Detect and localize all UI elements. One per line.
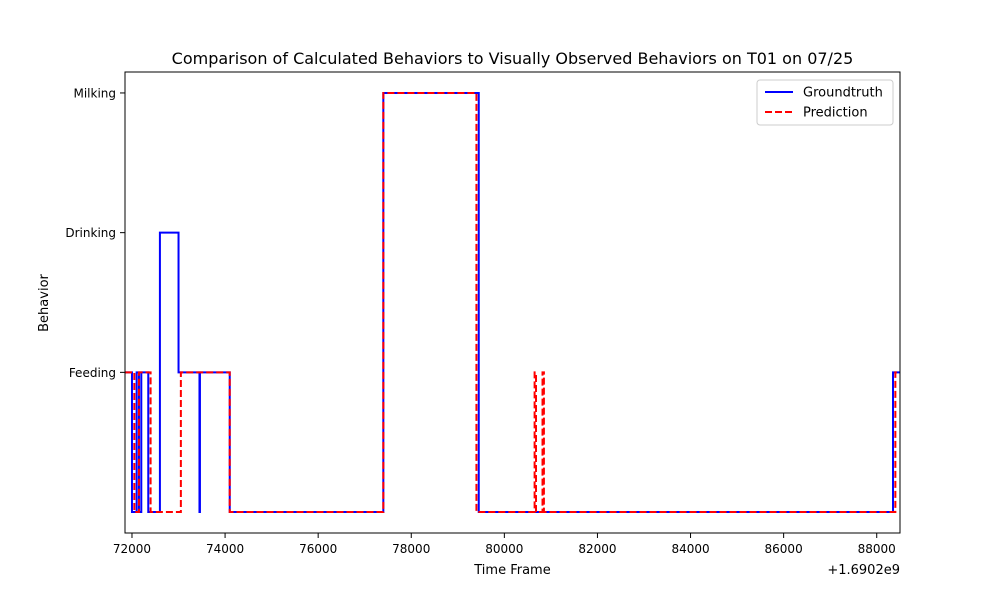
x-tick-label: 88000 (858, 542, 896, 556)
x-tick-label: 76000 (299, 542, 337, 556)
legend-label-groundtruth: Groundtruth (803, 86, 883, 101)
x-tick-label: 72000 (113, 542, 151, 556)
x-tick-label: 78000 (392, 542, 430, 556)
x-axis-label: Time Frame (473, 563, 550, 578)
x-tick-label: 74000 (206, 542, 244, 556)
legend: Groundtruth Prediction (756, 79, 894, 126)
plot-area: 72000 74000 76000 78000 80000 82000 84000 86000… (65, 71, 901, 556)
x-tick-label: 82000 (578, 542, 616, 556)
y-tick-label: Drinking (65, 226, 116, 240)
axes-frame (124, 71, 901, 534)
legend-label-prediction: Prediction (803, 106, 868, 121)
x-tick-label: 80000 (485, 542, 523, 556)
x-tick-label: 86000 (765, 542, 803, 556)
x-offset-label: +1.6902e9 (827, 563, 900, 578)
series-line-prediction (125, 91, 900, 514)
y-tick-label: Milking (73, 86, 116, 100)
chart-title: Comparison of Calculated Behaviors to Vi… (172, 49, 854, 68)
y-axis-label: Behavior (37, 273, 52, 331)
y-tick-label: Feeding (69, 366, 116, 380)
x-tick-label: 84000 (671, 542, 709, 556)
series-line-groundtruth (125, 91, 900, 514)
